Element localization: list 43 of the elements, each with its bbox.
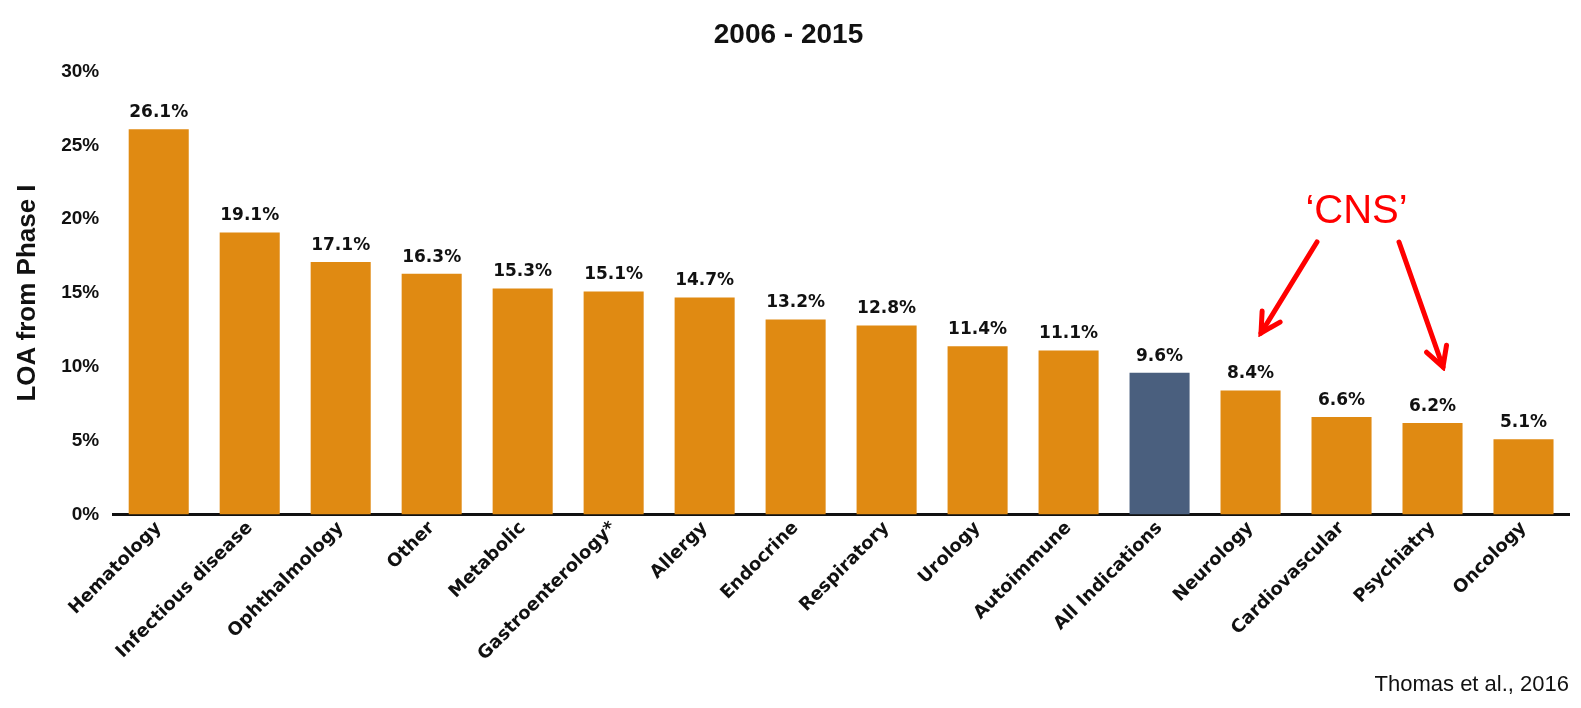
bar: [1402, 422, 1463, 515]
bar: [1129, 372, 1190, 515]
data-label: 16.3%: [402, 245, 462, 266]
y-tick-label: 30%: [61, 59, 100, 81]
data-label: 5.1%: [1499, 411, 1548, 432]
data-label: 8.4%: [1226, 362, 1275, 383]
bar: [947, 346, 1008, 515]
data-label: 13.2%: [766, 291, 826, 312]
data-label: 15.3%: [493, 260, 553, 281]
y-tick-label: 25%: [61, 133, 100, 155]
data-label: 19.1%: [220, 204, 280, 225]
bar: [219, 232, 280, 515]
bar: [674, 297, 735, 515]
data-label: 6.6%: [1317, 388, 1366, 409]
bar: [765, 319, 826, 515]
bar: [1311, 416, 1372, 515]
text: Thomas et al., 2016: [1374, 671, 1569, 697]
y-tick-label: 0%: [71, 502, 100, 524]
data-label: 9.6%: [1135, 344, 1184, 365]
data-label: 11.1%: [1039, 322, 1099, 343]
bar: [401, 273, 462, 515]
bar: [310, 262, 371, 515]
bar: [492, 288, 553, 515]
bar: [583, 291, 644, 515]
bar: [856, 325, 917, 515]
data-label: 17.1%: [311, 233, 371, 254]
chart-title: 2006 - 2015: [713, 17, 864, 49]
data-label: 12.8%: [857, 297, 917, 318]
y-tick-label: 10%: [61, 355, 100, 377]
bar: [128, 129, 189, 515]
bar: [1493, 439, 1554, 515]
data-label: 26.1%: [129, 101, 189, 122]
bar: [1038, 350, 1099, 515]
bar: [1220, 390, 1281, 515]
data-label: 11.4%: [948, 318, 1008, 339]
y-tick-label: 15%: [61, 281, 100, 303]
data-label: 15.1%: [584, 263, 644, 284]
y-axis-title: LOA from Phase I: [10, 184, 41, 402]
data-label: 6.2%: [1408, 394, 1457, 415]
data-label: 14.7%: [675, 269, 735, 290]
y-tick-label: 20%: [61, 207, 100, 229]
y-tick-label: 5%: [71, 428, 100, 450]
annotation: ‘CNS’: [1305, 186, 1408, 231]
